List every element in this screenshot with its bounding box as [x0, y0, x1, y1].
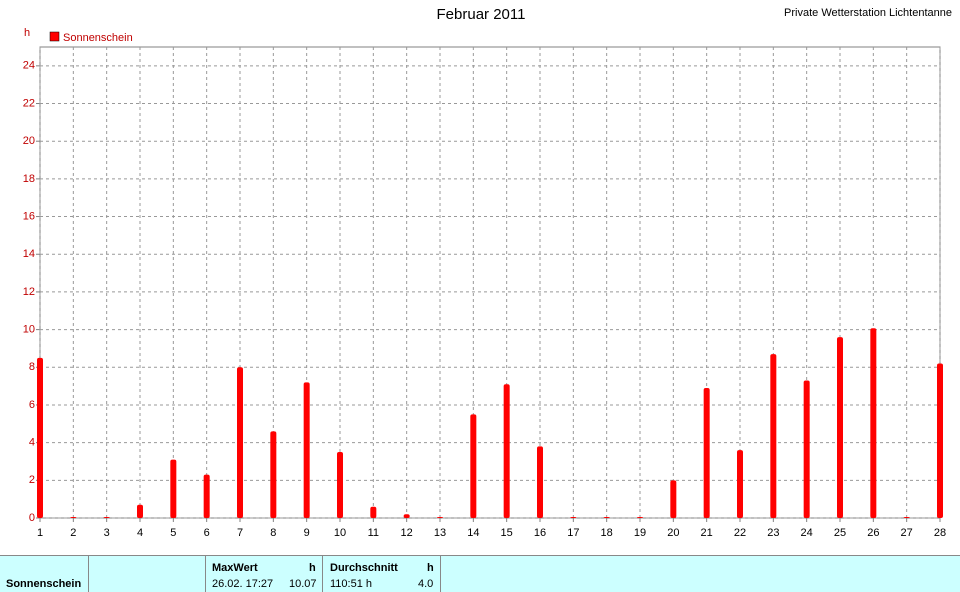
x-tick-label: 15 — [501, 527, 513, 539]
bar — [470, 414, 477, 518]
bar — [337, 452, 343, 518]
bar — [437, 517, 443, 519]
x-tick-label: 22 — [734, 527, 746, 539]
x-tick-label: 19 — [634, 527, 646, 539]
bar — [537, 446, 543, 518]
x-tick-label: 17 — [567, 527, 579, 539]
avg-header: Durchschnitt — [330, 562, 398, 574]
bar — [403, 514, 410, 518]
chart-subtitle: Private Wetterstation Lichtentanne — [784, 7, 952, 19]
bar — [703, 388, 710, 518]
y-tick-label: 4 — [29, 437, 35, 449]
y-tick-label: 12 — [23, 286, 35, 298]
max-time: 26.02. 17:27 — [212, 578, 274, 590]
avg-value: 4.0 — [418, 578, 434, 590]
bar — [570, 517, 577, 519]
y-tick-label: 18 — [23, 173, 35, 185]
bar — [203, 474, 210, 518]
x-tick-label: 4 — [137, 527, 143, 539]
bar — [237, 367, 243, 518]
stats-table: Sonnenschein MaxWert h 26.02. 17:27 10.0… — [0, 555, 960, 592]
bar — [837, 337, 843, 518]
x-tick-label: 27 — [901, 527, 913, 539]
max-value: 10.07 — [289, 578, 317, 590]
x-tick-label: 2 — [70, 527, 76, 539]
y-tick-label: 0 — [29, 512, 35, 524]
y-axis-label: h — [24, 27, 30, 39]
x-tick-label: 7 — [237, 527, 243, 539]
x-tick-label: 21 — [701, 527, 713, 539]
bar — [503, 384, 510, 518]
x-tick-label: 10 — [334, 527, 346, 539]
x-tick-label: 23 — [767, 527, 779, 539]
bar — [303, 382, 310, 518]
bar — [137, 504, 143, 518]
x-tick-label: 25 — [834, 527, 846, 539]
empty-cell — [88, 556, 206, 592]
bar — [670, 480, 677, 518]
x-tick-label: 28 — [934, 527, 946, 539]
bar — [870, 328, 877, 518]
bar — [637, 517, 643, 519]
x-tick-label: 11 — [368, 527, 379, 539]
bar — [103, 517, 110, 519]
x-tick-label: 24 — [801, 527, 813, 539]
row-label: Sonnenschein — [6, 578, 82, 590]
bar — [770, 354, 777, 518]
x-tick-label: 13 — [434, 527, 446, 539]
y-tick-label: 22 — [23, 97, 35, 109]
avg-unit: h — [427, 562, 434, 574]
avg-cell: Durchschnitt h 110:51 h 4.0 — [322, 556, 441, 592]
x-tick-label: 9 — [304, 527, 310, 539]
avg-total: 110:51 h — [330, 578, 373, 590]
x-tick-label: 14 — [467, 527, 479, 539]
y-tick-label: 16 — [23, 210, 35, 222]
bar — [903, 517, 910, 519]
y-tick-label: 24 — [23, 60, 35, 72]
bar — [270, 431, 277, 518]
bar — [803, 380, 810, 518]
max-unit: h — [309, 562, 316, 574]
x-tick-label: 18 — [601, 527, 613, 539]
x-tick-label: 3 — [104, 527, 110, 539]
chart-title: Februar 2011 — [437, 6, 526, 23]
x-tick-label: 16 — [534, 527, 546, 539]
legend-swatch — [49, 31, 60, 42]
bar — [370, 506, 377, 518]
bar — [737, 450, 743, 518]
y-tick-label: 14 — [23, 248, 35, 260]
x-tick-label: 5 — [170, 527, 176, 539]
bar — [170, 459, 177, 518]
bar — [603, 517, 610, 519]
x-tick-label: 8 — [270, 527, 276, 539]
bar — [37, 357, 43, 518]
y-tick-label: 2 — [29, 474, 35, 486]
bar — [70, 517, 77, 519]
x-tick-label: 6 — [204, 527, 210, 539]
x-tick-label: 26 — [867, 527, 879, 539]
y-tick-label: 10 — [23, 324, 35, 336]
max-cell: MaxWert h 26.02. 17:27 10.07 — [205, 556, 323, 592]
x-tick-label: 1 — [37, 527, 43, 539]
chart: Februar 2011 Private Wetterstation Licht… — [23, 6, 952, 539]
y-tick-label: 6 — [29, 399, 35, 411]
row-label-cell: Sonnenschein — [0, 556, 89, 592]
y-tick-label: 8 — [29, 361, 35, 373]
bar — [937, 363, 943, 518]
x-tick-label: 12 — [401, 527, 413, 539]
y-tick-label: 20 — [23, 135, 35, 147]
max-header: MaxWert — [212, 562, 258, 574]
x-tick-label: 20 — [667, 527, 679, 539]
legend-label: Sonnenschein — [63, 32, 133, 44]
